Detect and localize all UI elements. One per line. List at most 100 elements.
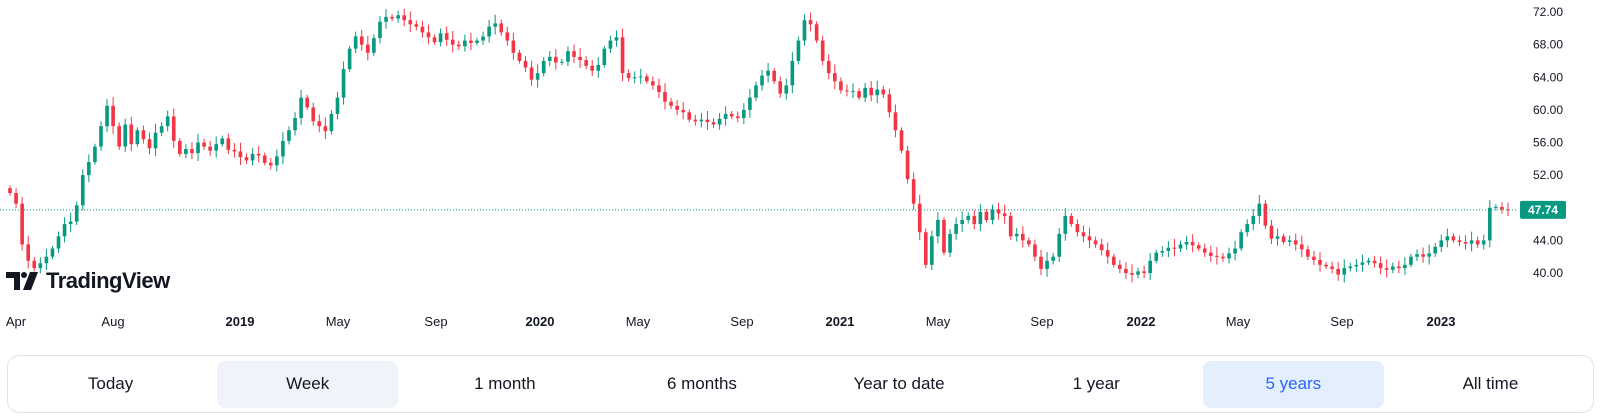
candle-up (1251, 215, 1256, 225)
candle-up (38, 263, 43, 269)
candle-up (1014, 233, 1019, 237)
candle-down (1463, 242, 1468, 244)
candle-down (1506, 209, 1510, 211)
candle-up (372, 38, 376, 53)
candle-down (402, 15, 407, 21)
candle-down (1397, 266, 1401, 269)
candle-down (323, 126, 328, 132)
candle-down (814, 24, 819, 41)
x-tick-label: Sep (1030, 314, 1053, 329)
candle-up (329, 113, 334, 132)
candlestick-series (8, 8, 1510, 283)
candle-up (214, 144, 219, 151)
candle-up (287, 130, 291, 141)
candle-up (44, 256, 49, 264)
candle-down (1033, 244, 1037, 257)
candle-down (1215, 255, 1219, 257)
candle-down (359, 36, 364, 45)
candle-down (972, 215, 977, 225)
candle-up (1366, 260, 1371, 263)
candle-down (729, 113, 734, 117)
candle-up (1184, 242, 1189, 245)
range-button-1-year[interactable]: 1 year (1006, 361, 1187, 408)
candle-down (450, 39, 455, 45)
candle-down (735, 116, 740, 119)
range-button-all-time[interactable]: All time (1400, 361, 1581, 408)
candle-down (1020, 233, 1025, 241)
candle-down (420, 26, 425, 33)
candle-down (190, 149, 194, 154)
range-button-1-month[interactable]: 1 month (414, 361, 595, 408)
candle-down (1299, 244, 1304, 250)
candle-up (378, 21, 382, 39)
tradingview-logo[interactable]: TradingView (6, 268, 170, 294)
candle-down (1190, 242, 1195, 246)
candle-up (1342, 268, 1347, 275)
candle-down (651, 81, 655, 86)
candle-up (1469, 240, 1474, 244)
candle-down (942, 219, 946, 253)
candle-down (408, 20, 413, 25)
candle-down (663, 91, 667, 102)
candle-up (1403, 264, 1407, 269)
candle-down (620, 37, 625, 74)
candle-up (74, 205, 79, 222)
range-button-year-to-date[interactable]: Year to date (809, 361, 990, 408)
x-tick-label: 2019 (226, 314, 255, 329)
candle-up (87, 162, 91, 176)
candle-down (1105, 250, 1110, 257)
candle-down (705, 119, 710, 123)
candle-down (117, 126, 121, 147)
svg-text:47.74: 47.74 (1528, 203, 1558, 217)
candle-up (105, 105, 109, 127)
x-tick-label: May (626, 314, 651, 329)
price-chart[interactable]: 72.0068.0064.0060.0056.0052.0048.0044.00… (0, 0, 1600, 340)
candle-down (1330, 266, 1334, 269)
candle-up (250, 153, 255, 161)
candle-up (748, 97, 752, 110)
candle-up (1360, 262, 1365, 265)
candle-down (1172, 247, 1177, 249)
candle-down (1324, 264, 1328, 267)
candle-down (1263, 203, 1268, 226)
candle-down (244, 157, 249, 161)
x-tick-label: 2023 (1427, 314, 1456, 329)
candle-down (681, 109, 686, 113)
candle-down (1209, 252, 1213, 256)
candle-down (311, 107, 316, 122)
range-button-6-months[interactable]: 6 months (611, 361, 792, 408)
range-button-week[interactable]: Week (217, 360, 399, 408)
candle-down (1027, 240, 1031, 245)
range-button-label: Today (87, 374, 134, 393)
candle-down (1336, 268, 1341, 275)
candle-up (638, 76, 643, 78)
candle-up (990, 209, 995, 220)
candle-up (396, 15, 400, 19)
candle-up (299, 97, 303, 119)
candle-down (1093, 240, 1098, 245)
candle-down (1457, 240, 1462, 243)
candle-up (560, 61, 564, 63)
range-button-today[interactable]: Today (20, 361, 201, 408)
candle-up (1148, 260, 1152, 273)
candle-up (335, 97, 340, 114)
x-tick-label: Aug (101, 314, 124, 329)
candle-up (123, 124, 128, 147)
candle-down (869, 87, 874, 96)
candle-down (317, 121, 322, 127)
candle-down (1130, 273, 1134, 275)
candle-up (1415, 254, 1419, 257)
candle-down (857, 91, 861, 98)
range-button-label: All time (1462, 374, 1519, 393)
candle-up (481, 36, 485, 41)
candle-up (493, 23, 498, 27)
candle-up (1348, 266, 1353, 269)
candle-down (1500, 206, 1504, 210)
candle-up (1390, 266, 1395, 270)
candle-down (268, 162, 273, 166)
candle-down (1421, 254, 1425, 257)
candle-up (1045, 260, 1049, 269)
candle-up (135, 130, 140, 145)
x-axis: Apr Aug 2019 May Sep 2020 May Sep 2021 May Sep 2022… (6, 314, 1456, 329)
range-button-5-years[interactable]: 5 years (1202, 360, 1384, 408)
